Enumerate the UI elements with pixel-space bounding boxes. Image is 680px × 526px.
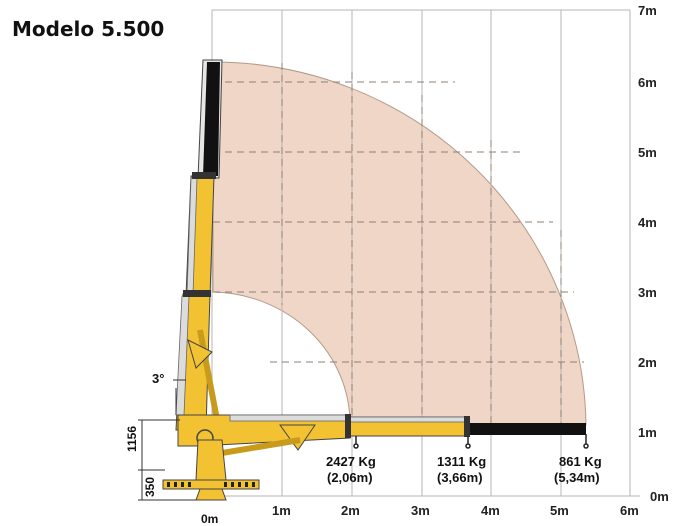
load-2-reach: (3,66m): [437, 470, 483, 485]
hboom-rail-2: [349, 416, 467, 423]
height-base-label: 1156: [125, 426, 139, 452]
boom-angle-label: 3°: [152, 371, 164, 386]
horizontal-boom: [177, 414, 586, 451]
load-2-value: 1311 Kg: [437, 454, 486, 469]
height-foot-label: 350: [143, 477, 157, 497]
boom-joint-upper: [192, 172, 216, 179]
load-3-reach: (5,34m): [554, 470, 600, 485]
x-tick-5m: 5m: [550, 503, 569, 518]
boom-tip-black: [203, 62, 220, 176]
x-tick-3m: 3m: [411, 503, 430, 518]
foot-slots: [167, 482, 255, 487]
hboom-tip: [466, 423, 586, 435]
x-tick-6m: 6m: [620, 503, 639, 518]
load-3-value: 861 Kg: [559, 454, 602, 469]
y-tick-0m: 0m: [650, 489, 669, 504]
brace-link: [209, 437, 301, 458]
lift-cylinder: [197, 329, 221, 426]
load-hooks: [353, 434, 589, 449]
x-tick-0m: 0m: [201, 512, 218, 526]
y-tick-2m: 2m: [638, 355, 657, 370]
y-tick-7m: 7m: [638, 3, 657, 18]
hboom-joint-1: [345, 414, 351, 438]
x-tick-4m: 4m: [481, 503, 500, 518]
y-tick-5m: 5m: [638, 145, 657, 160]
load-1-reach: (2,06m): [327, 470, 373, 485]
crane-base: [162, 437, 301, 501]
diagram-title: Modelo 5.500: [12, 17, 164, 41]
foot-plate: [162, 479, 260, 490]
load-1-value: 2427 Kg: [326, 454, 376, 469]
y-tick-6m: 6m: [638, 75, 657, 90]
y-axis: 7m 6m 5m 4m 3m 2m 1m 0m: [638, 3, 669, 504]
hboom-rail-1: [229, 414, 349, 422]
height-dimensions: 1156 350: [125, 419, 196, 501]
vertical-boom: [175, 59, 223, 431]
load-labels: 2427 Kg (2,06m) 1311 Kg (3,66m) 861 Kg (…: [326, 454, 602, 485]
cylinder-bracket: [187, 339, 213, 369]
angle-annotation: 3°: [152, 371, 186, 415]
base-foot: [195, 488, 227, 501]
x-tick-2m: 2m: [341, 503, 360, 518]
y-tick-4m: 4m: [638, 215, 657, 230]
boom-joint-lower: [183, 290, 211, 297]
base-column: [195, 439, 227, 481]
envelope-grid: [213, 63, 584, 423]
hboom-joint-2: [464, 416, 470, 437]
y-tick-3m: 3m: [638, 285, 657, 300]
reach-envelope: [212, 61, 587, 426]
x-axis: 0m 1m 2m 3m 4m 5m 6m: [201, 503, 639, 526]
x-tick-1m: 1m: [272, 503, 291, 518]
y-tick-1m: 1m: [638, 425, 657, 440]
